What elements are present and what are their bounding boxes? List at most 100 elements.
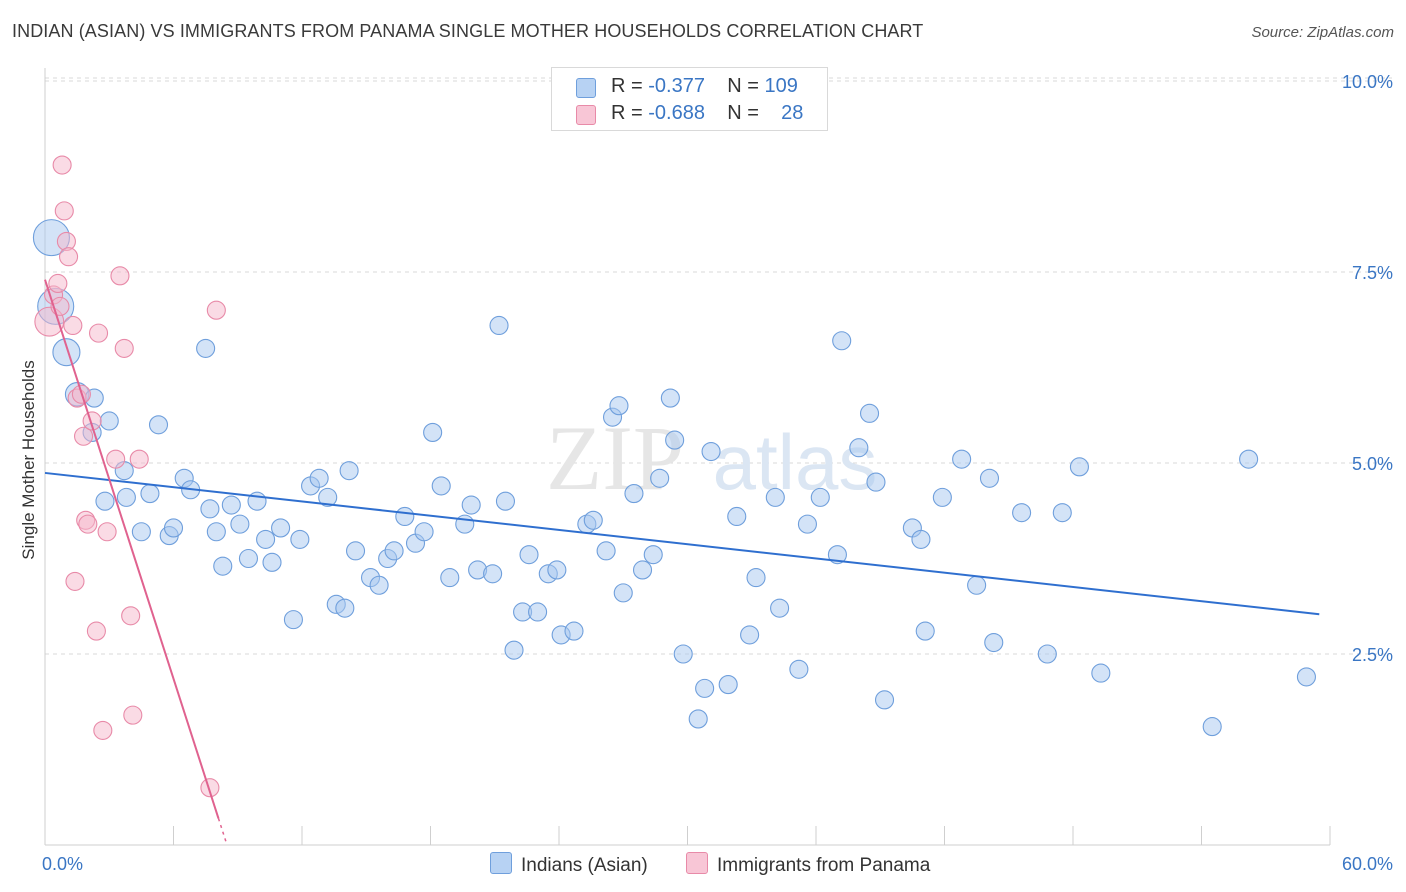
indian-asian-point [701,441,721,462]
panama-point [129,449,149,469]
indian-asian-point [1091,663,1111,683]
indian-asian-point [335,598,355,618]
indian-asian-point [660,388,680,408]
indian-asian-point [283,610,303,630]
watermark: ZIP atlas [546,407,877,509]
series-panama-points [34,155,226,798]
indian-asian-point [967,575,987,595]
indian-asian-point [206,522,226,542]
indian-asian-point [859,403,880,423]
indian-asian-point [213,556,233,576]
stats-legend: R = -0.377 N = 109 R = -0.688 N = 28 [551,67,828,131]
indian-asian-point [1037,644,1057,664]
indian-asian-point [932,487,952,507]
legend-r-value: -0.688 [648,102,705,124]
indian-asian-point [832,331,852,351]
indian-asian-point [665,430,685,450]
panama-point [86,621,106,641]
panama-point [206,300,226,320]
indian-asian-point [140,484,160,504]
indian-asian-point [528,602,548,622]
indian-asian-point [632,560,653,580]
trend-line-indians [44,471,1320,616]
indian-asian-point [1296,667,1316,687]
panama-point [63,315,83,336]
indian-asian-point [1012,503,1032,523]
indian-asian-point [740,625,760,645]
bottom-legend-panama: Immigrants from Panama [686,852,930,877]
indian-asian-point [650,468,670,488]
indian-asian-point [309,468,329,488]
indian-asian-point [746,568,766,588]
indian-asian-point [583,510,603,530]
indian-asian-point [489,315,509,336]
indian-asian-point [384,541,404,561]
y-axis-label: Single Mother Households [19,360,38,560]
indian-asian-point [116,487,136,507]
bottom-legend-swatch-blue [490,852,512,874]
indian-asian-point [95,491,115,511]
indian-asian-point [256,529,276,549]
indian-asian-point [596,541,616,561]
panama-point [97,522,117,542]
indian-asian-point [163,518,184,538]
panama-point [78,514,98,534]
panama-point [110,266,130,286]
indian-asian-point [770,598,790,618]
indian-asian-point [461,495,481,515]
legend-n-label: N = [727,75,765,97]
axes [44,68,1331,846]
indian-asian-point [1202,717,1222,737]
indian-asian-point [874,690,895,710]
indian-asian-point [979,468,1000,488]
indian-asian-point [238,548,259,569]
indian-asian-point [547,560,567,580]
indian-asian-point [952,449,972,469]
panama-point [82,411,102,431]
indian-asian-point [200,499,220,519]
bottom-legend-swatch-pink [686,852,708,874]
indian-asian-point [395,506,415,527]
indian-asian-point [196,338,216,358]
panama-point [65,571,85,591]
indian-asian-point [483,564,503,584]
indian-asian-point [423,422,443,442]
indian-asian-point [1069,457,1089,477]
indian-asian-point [849,438,869,458]
chart-title: INDIAN (ASIAN) VS IMMIGRANTS FROM PANAMA… [12,21,924,41]
indian-asian-point [624,484,644,504]
y-tick-label: 7.5% [1352,263,1393,283]
legend-r-label: R = [611,75,649,97]
indian-asian-point [318,487,338,507]
indian-asian-point [262,552,282,572]
indian-asian-point [271,518,291,538]
indian-asian-point [984,632,1004,653]
indian-asian-point [718,675,738,695]
indian-asian-point [131,522,151,542]
indian-asian-point [1239,449,1259,469]
x-tick-label: 0.0% [42,854,83,874]
indian-asian-point [915,621,935,641]
indian-asian-point [290,529,310,549]
panama-point [59,247,79,267]
panama-point [54,201,74,221]
indian-asian-point [765,487,785,507]
panama-point [121,606,141,626]
indian-asian-point [613,583,633,603]
trend-line-panama [44,279,220,819]
legend-swatch-blue [576,78,596,98]
panama-point [74,426,94,446]
watermark-atlas: atlas [713,418,878,506]
indian-asian-point [414,522,434,542]
indian-asian-point [148,415,169,435]
legend-n-value: 28 [781,102,804,124]
legend-swatch-pink [576,105,596,125]
indian-asian-point [688,709,708,729]
x-tick-label: 60.0% [1342,854,1393,874]
legend-r-value: -0.377 [648,75,705,97]
legend-n-value: 109 [764,75,798,97]
indian-asian-point [727,506,747,527]
legend-n-label: N = [727,102,765,124]
trend-lines [44,279,1320,846]
